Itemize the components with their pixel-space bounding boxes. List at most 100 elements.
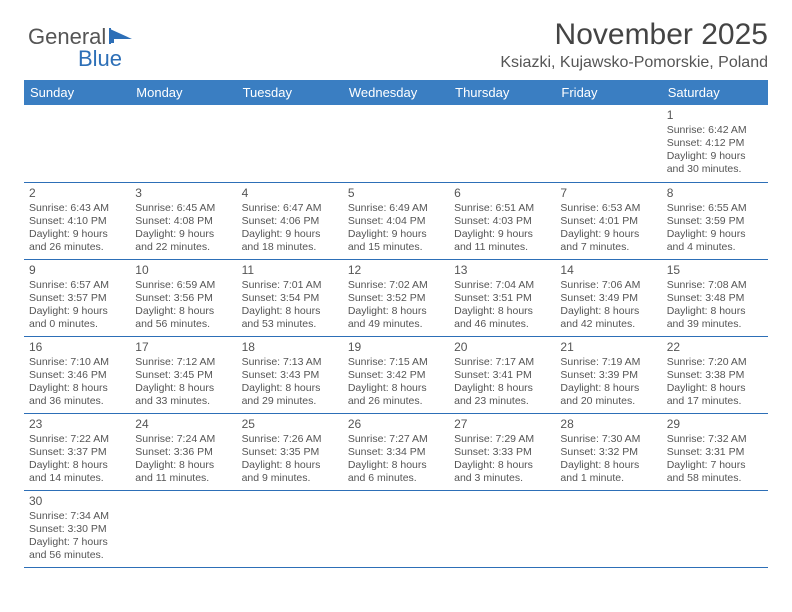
sunset-text: Sunset: 3:46 PM bbox=[29, 369, 125, 382]
calendar-cell: 26Sunrise: 7:27 AMSunset: 3:34 PMDayligh… bbox=[343, 413, 449, 490]
daylight-text: Daylight: 8 hours bbox=[560, 459, 656, 472]
sunset-text: Sunset: 3:31 PM bbox=[667, 446, 763, 459]
daylight-text: Daylight: 9 hours bbox=[667, 228, 763, 241]
sunset-text: Sunset: 3:41 PM bbox=[454, 369, 550, 382]
sunrise-text: Sunrise: 6:53 AM bbox=[560, 202, 656, 215]
daylight-text: and 23 minutes. bbox=[454, 395, 550, 408]
daylight-text: Daylight: 9 hours bbox=[29, 228, 125, 241]
sunrise-text: Sunrise: 7:26 AM bbox=[242, 433, 338, 446]
daylight-text: and 7 minutes. bbox=[560, 241, 656, 254]
sunset-text: Sunset: 4:03 PM bbox=[454, 215, 550, 228]
daylight-text: Daylight: 8 hours bbox=[135, 382, 231, 395]
sunrise-text: Sunrise: 6:42 AM bbox=[667, 124, 763, 137]
calendar-cell: 28Sunrise: 7:30 AMSunset: 3:32 PMDayligh… bbox=[555, 413, 661, 490]
sunset-text: Sunset: 4:01 PM bbox=[560, 215, 656, 228]
sunset-text: Sunset: 3:49 PM bbox=[560, 292, 656, 305]
day-number: 14 bbox=[560, 263, 656, 278]
calendar-cell: 8Sunrise: 6:55 AMSunset: 3:59 PMDaylight… bbox=[662, 182, 768, 259]
sunrise-text: Sunrise: 7:19 AM bbox=[560, 356, 656, 369]
logo-flag-icon bbox=[108, 27, 134, 47]
sunset-text: Sunset: 3:32 PM bbox=[560, 446, 656, 459]
sunset-text: Sunset: 3:59 PM bbox=[667, 215, 763, 228]
day-number: 9 bbox=[29, 263, 125, 278]
calendar-week-row: 16Sunrise: 7:10 AMSunset: 3:46 PMDayligh… bbox=[24, 336, 768, 413]
sunset-text: Sunset: 3:54 PM bbox=[242, 292, 338, 305]
daylight-text: and 53 minutes. bbox=[242, 318, 338, 331]
sunrise-text: Sunrise: 6:51 AM bbox=[454, 202, 550, 215]
calendar-week-row: 30Sunrise: 7:34 AMSunset: 3:30 PMDayligh… bbox=[24, 490, 768, 567]
sunset-text: Sunset: 3:42 PM bbox=[348, 369, 444, 382]
calendar-cell: 22Sunrise: 7:20 AMSunset: 3:38 PMDayligh… bbox=[662, 336, 768, 413]
daylight-text: and 4 minutes. bbox=[667, 241, 763, 254]
sunrise-text: Sunrise: 7:30 AM bbox=[560, 433, 656, 446]
sunset-text: Sunset: 3:37 PM bbox=[29, 446, 125, 459]
calendar-cell: 4Sunrise: 6:47 AMSunset: 4:06 PMDaylight… bbox=[237, 182, 343, 259]
calendar-cell: 12Sunrise: 7:02 AMSunset: 3:52 PMDayligh… bbox=[343, 259, 449, 336]
calendar-cell: 21Sunrise: 7:19 AMSunset: 3:39 PMDayligh… bbox=[555, 336, 661, 413]
calendar-cell bbox=[343, 105, 449, 182]
sunrise-text: Sunrise: 7:10 AM bbox=[29, 356, 125, 369]
calendar-cell: 23Sunrise: 7:22 AMSunset: 3:37 PMDayligh… bbox=[24, 413, 130, 490]
sunrise-text: Sunrise: 7:34 AM bbox=[29, 510, 125, 523]
sunrise-text: Sunrise: 7:01 AM bbox=[242, 279, 338, 292]
calendar-cell: 16Sunrise: 7:10 AMSunset: 3:46 PMDayligh… bbox=[24, 336, 130, 413]
day-header: Tuesday bbox=[237, 80, 343, 105]
sunrise-text: Sunrise: 7:32 AM bbox=[667, 433, 763, 446]
sunrise-text: Sunrise: 7:08 AM bbox=[667, 279, 763, 292]
daylight-text: and 11 minutes. bbox=[454, 241, 550, 254]
sunset-text: Sunset: 3:45 PM bbox=[135, 369, 231, 382]
sunset-text: Sunset: 3:39 PM bbox=[560, 369, 656, 382]
daylight-text: and 17 minutes. bbox=[667, 395, 763, 408]
day-number: 1 bbox=[667, 108, 763, 123]
day-number: 25 bbox=[242, 417, 338, 432]
daylight-text: and 1 minute. bbox=[560, 472, 656, 485]
sunset-text: Sunset: 4:10 PM bbox=[29, 215, 125, 228]
daylight-text: Daylight: 8 hours bbox=[135, 305, 231, 318]
sunset-text: Sunset: 4:04 PM bbox=[348, 215, 444, 228]
calendar-cell: 29Sunrise: 7:32 AMSunset: 3:31 PMDayligh… bbox=[662, 413, 768, 490]
sunset-text: Sunset: 3:57 PM bbox=[29, 292, 125, 305]
daylight-text: Daylight: 8 hours bbox=[242, 459, 338, 472]
calendar-cell: 18Sunrise: 7:13 AMSunset: 3:43 PMDayligh… bbox=[237, 336, 343, 413]
calendar-cell: 15Sunrise: 7:08 AMSunset: 3:48 PMDayligh… bbox=[662, 259, 768, 336]
sunset-text: Sunset: 4:06 PM bbox=[242, 215, 338, 228]
day-number: 30 bbox=[29, 494, 125, 509]
sunrise-text: Sunrise: 6:59 AM bbox=[135, 279, 231, 292]
calendar-cell: 5Sunrise: 6:49 AMSunset: 4:04 PMDaylight… bbox=[343, 182, 449, 259]
calendar-cell: 10Sunrise: 6:59 AMSunset: 3:56 PMDayligh… bbox=[130, 259, 236, 336]
calendar-cell bbox=[130, 105, 236, 182]
day-number: 10 bbox=[135, 263, 231, 278]
day-number: 8 bbox=[667, 186, 763, 201]
page-title: November 2025 bbox=[24, 18, 768, 52]
sunrise-text: Sunrise: 6:45 AM bbox=[135, 202, 231, 215]
sunrise-text: Sunrise: 6:43 AM bbox=[29, 202, 125, 215]
daylight-text: Daylight: 9 hours bbox=[29, 305, 125, 318]
calendar-cell bbox=[662, 490, 768, 567]
calendar-cell: 27Sunrise: 7:29 AMSunset: 3:33 PMDayligh… bbox=[449, 413, 555, 490]
day-number: 24 bbox=[135, 417, 231, 432]
daylight-text: Daylight: 8 hours bbox=[454, 382, 550, 395]
daylight-text: and 36 minutes. bbox=[29, 395, 125, 408]
calendar-cell: 9Sunrise: 6:57 AMSunset: 3:57 PMDaylight… bbox=[24, 259, 130, 336]
day-number: 28 bbox=[560, 417, 656, 432]
day-header: Saturday bbox=[662, 80, 768, 105]
daylight-text: Daylight: 8 hours bbox=[454, 305, 550, 318]
daylight-text: and 22 minutes. bbox=[135, 241, 231, 254]
sunrise-text: Sunrise: 7:04 AM bbox=[454, 279, 550, 292]
daylight-text: and 11 minutes. bbox=[135, 472, 231, 485]
daylight-text: and 33 minutes. bbox=[135, 395, 231, 408]
day-number: 18 bbox=[242, 340, 338, 355]
daylight-text: Daylight: 9 hours bbox=[348, 228, 444, 241]
sunrise-text: Sunrise: 7:06 AM bbox=[560, 279, 656, 292]
day-number: 3 bbox=[135, 186, 231, 201]
sunrise-text: Sunrise: 7:29 AM bbox=[454, 433, 550, 446]
daylight-text: and 39 minutes. bbox=[667, 318, 763, 331]
sunset-text: Sunset: 3:34 PM bbox=[348, 446, 444, 459]
daylight-text: and 42 minutes. bbox=[560, 318, 656, 331]
day-header: Thursday bbox=[449, 80, 555, 105]
daylight-text: Daylight: 8 hours bbox=[560, 382, 656, 395]
daylight-text: Daylight: 7 hours bbox=[667, 459, 763, 472]
day-number: 13 bbox=[454, 263, 550, 278]
day-number: 19 bbox=[348, 340, 444, 355]
calendar-cell bbox=[449, 105, 555, 182]
